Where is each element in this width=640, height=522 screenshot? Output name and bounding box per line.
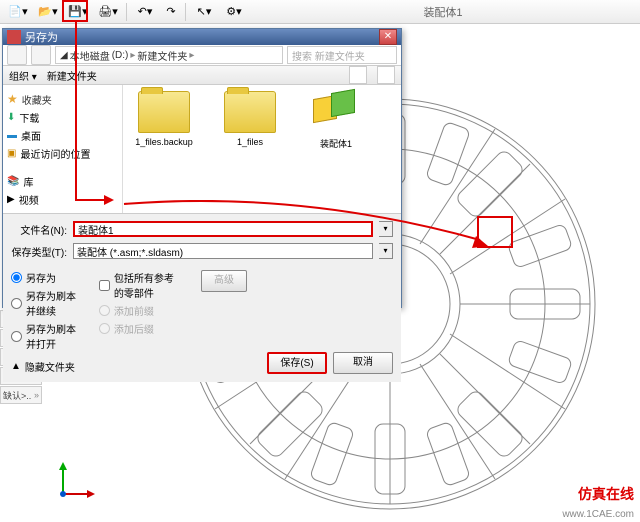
sidebar-recent[interactable]: ▣最近访问的位置 (7, 145, 118, 161)
filename-label: 文件名(N): (11, 222, 67, 237)
main-toolbar: 📄▾ 📂▾ 💾▾ 🖨▾ ↶▾ ↷ ↖▾ ⚙▾ 装配体1 (0, 0, 640, 24)
file-item[interactable]: 装配体1 (301, 91, 371, 150)
save-highlight-annotation (62, 0, 88, 22)
tree-row[interactable]: 缺认>..» (0, 386, 42, 404)
sidebar-videos[interactable]: ▶视频 (7, 191, 118, 207)
origin-triad (55, 462, 95, 502)
file-item[interactable]: 1_files (215, 91, 285, 147)
sidebar-favorites[interactable]: ★收藏夹 (7, 91, 118, 107)
print-button[interactable]: 🖨▾ (94, 2, 122, 22)
dialog-title-text: 另存为 (25, 29, 58, 45)
search-input[interactable]: 搜索 新建文件夹 (287, 46, 397, 64)
undo-button[interactable]: ↶▾ (131, 2, 159, 22)
filename-dropdown[interactable]: ▾ (379, 221, 393, 237)
dialog-titlebar[interactable]: 另存为 ✕ (3, 29, 401, 45)
select-button[interactable]: ↖▾ (190, 2, 218, 22)
dialog-toolbar: 组织 ▾ 新建文件夹 (3, 66, 401, 85)
opt-copy-cont[interactable]: 另存为刷本并继续 (11, 288, 79, 318)
document-title: 装配体1 (250, 4, 636, 20)
sidebar-desktop[interactable]: ▬桌面 (7, 127, 118, 143)
cancel-button[interactable]: 取消 (333, 352, 393, 374)
breadcrumb[interactable]: ◢ 本地磁盘 (D:) ▸ 新建文件夹 ▸ (55, 46, 283, 64)
footer-brand: 仿真在线 (578, 484, 634, 504)
file-item[interactable]: 1_files.backup (129, 91, 199, 147)
filetype-input[interactable]: 装配体 (*.asm;*.sldasm) (73, 243, 373, 259)
close-icon[interactable]: ✕ (379, 29, 397, 45)
filetype-dropdown[interactable]: ▾ (379, 243, 393, 259)
dialog-nav: ◢ 本地磁盘 (D:) ▸ 新建文件夹 ▸ 搜索 新建文件夹 (3, 45, 401, 66)
back-button[interactable] (7, 45, 27, 65)
advanced-button[interactable]: 高级 (201, 270, 247, 292)
opt-suffix: 添加后缀 (99, 321, 181, 336)
opt-saveas[interactable]: 另存为 (11, 270, 79, 285)
open-button[interactable]: 📂▾ (34, 2, 62, 22)
save-as-dialog: 另存为 ✕ ◢ 本地磁盘 (D:) ▸ 新建文件夹 ▸ 搜索 新建文件夹 组织 … (2, 28, 402, 308)
newfolder-button[interactable]: 新建文件夹 (47, 68, 97, 83)
new-doc-button[interactable]: 📄▾ (4, 2, 32, 22)
opt-copy-open[interactable]: 另存为刷本并打开 (11, 321, 79, 351)
sidebar-libraries[interactable]: 📚库 (7, 173, 118, 189)
wheel-feature-highlight (477, 216, 513, 248)
app-icon (7, 30, 21, 44)
view-button[interactable] (349, 66, 367, 84)
filename-input[interactable]: 装配体1 (73, 221, 373, 237)
opt-include-ref[interactable]: 包括所有参考的零部件 (99, 270, 181, 300)
dialog-sidebar: ★收藏夹 ⬇下载 ▬桌面 ▣最近访问的位置 📚库 ▶视频 (3, 85, 123, 213)
save-confirm-button[interactable]: 保存(S) (267, 352, 327, 374)
help-button[interactable] (377, 66, 395, 84)
file-list[interactable]: 1_files.backup 1_files 装配体1 (123, 85, 401, 213)
footer-url: www.1CAE.com (562, 509, 634, 520)
fwd-button[interactable] (31, 45, 51, 65)
rebuild-button[interactable]: ⚙▾ (220, 2, 248, 22)
sidebar-downloads[interactable]: ⬇下载 (7, 109, 118, 125)
filetype-label: 保存类型(T): (11, 244, 67, 259)
hide-folders-link[interactable]: ▲ 隐藏文件夹 (11, 359, 79, 374)
organize-button[interactable]: 组织 ▾ (9, 68, 37, 83)
opt-prefix: 添加前缀 (99, 303, 181, 318)
redo-button[interactable]: ↷ (161, 2, 181, 22)
